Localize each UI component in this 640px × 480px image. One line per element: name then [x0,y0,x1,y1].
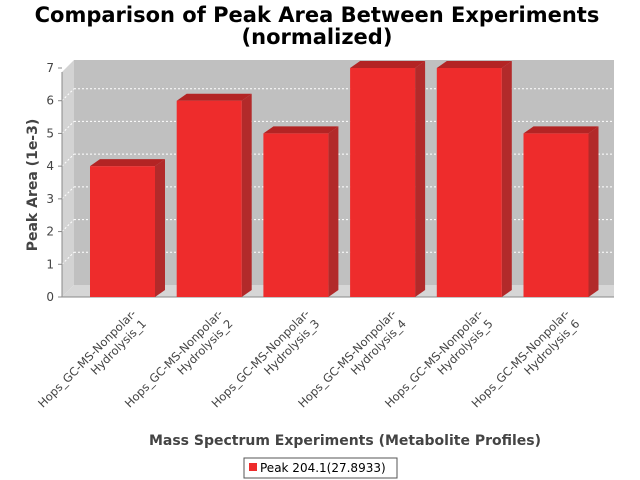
y-tick-label: 2 [46,225,54,239]
x-axis-title: Mass Spectrum Experiments (Metabolite Pr… [149,433,541,449]
legend-swatch [249,463,257,471]
bar [263,126,339,297]
grid-line-side [61,121,75,134]
bar-front [350,68,416,297]
bars [90,61,599,297]
bar-top [176,93,252,101]
legend-box [243,457,398,479]
y-tick-label: 1 [46,257,54,271]
bar-side [501,61,512,297]
y-tick-label: 7 [46,61,54,75]
bar [350,61,426,297]
bar-front [176,100,242,297]
grid-line-side [61,55,75,69]
bar-top [90,159,165,167]
bar-top [523,126,599,134]
bar-front [263,133,329,297]
bar-side [241,93,252,297]
bar [90,159,165,297]
x-category-label-line: Hops_GC-MS-Nonpolar- [35,307,139,411]
bar-side [415,61,426,297]
y-tick-label: 6 [46,94,54,108]
y-tick-label: 0 [46,290,54,304]
bar [523,126,599,297]
y-tick-label: 5 [46,126,54,140]
grid-line-side [61,186,75,200]
bar-side [588,126,599,297]
bar-top [436,61,512,68]
bar-front [90,166,155,297]
y-tick-label: 3 [46,192,54,206]
bar-front [523,133,589,297]
plot-side-wall [62,60,74,297]
bar-front [436,68,502,297]
chart-title-line-1: Comparison of Peak Area Between Experime… [35,3,600,27]
grid-line-side [61,153,75,167]
grid-line-side [61,88,75,102]
chart-title-line-2: (normalized) [242,25,393,49]
bar-top [263,126,339,134]
legend: Peak 204.1(27.8933) [243,457,398,479]
bar-side [155,159,165,297]
x-axis-categories: Hops_GC-MS-Nonpolar-Hydrolysis_1Hops_GC-… [35,307,582,411]
grid-line-side [61,251,75,265]
legend-label: Peak 204.1(27.8933) [260,461,386,475]
bar [436,61,512,297]
grid-line-side [61,219,75,232]
y-axis-title: Peak Area (1e-3) [25,119,41,252]
bar-top [350,61,426,68]
bar [176,93,252,297]
y-tick-label: 4 [46,159,54,173]
bar-side [328,126,339,297]
